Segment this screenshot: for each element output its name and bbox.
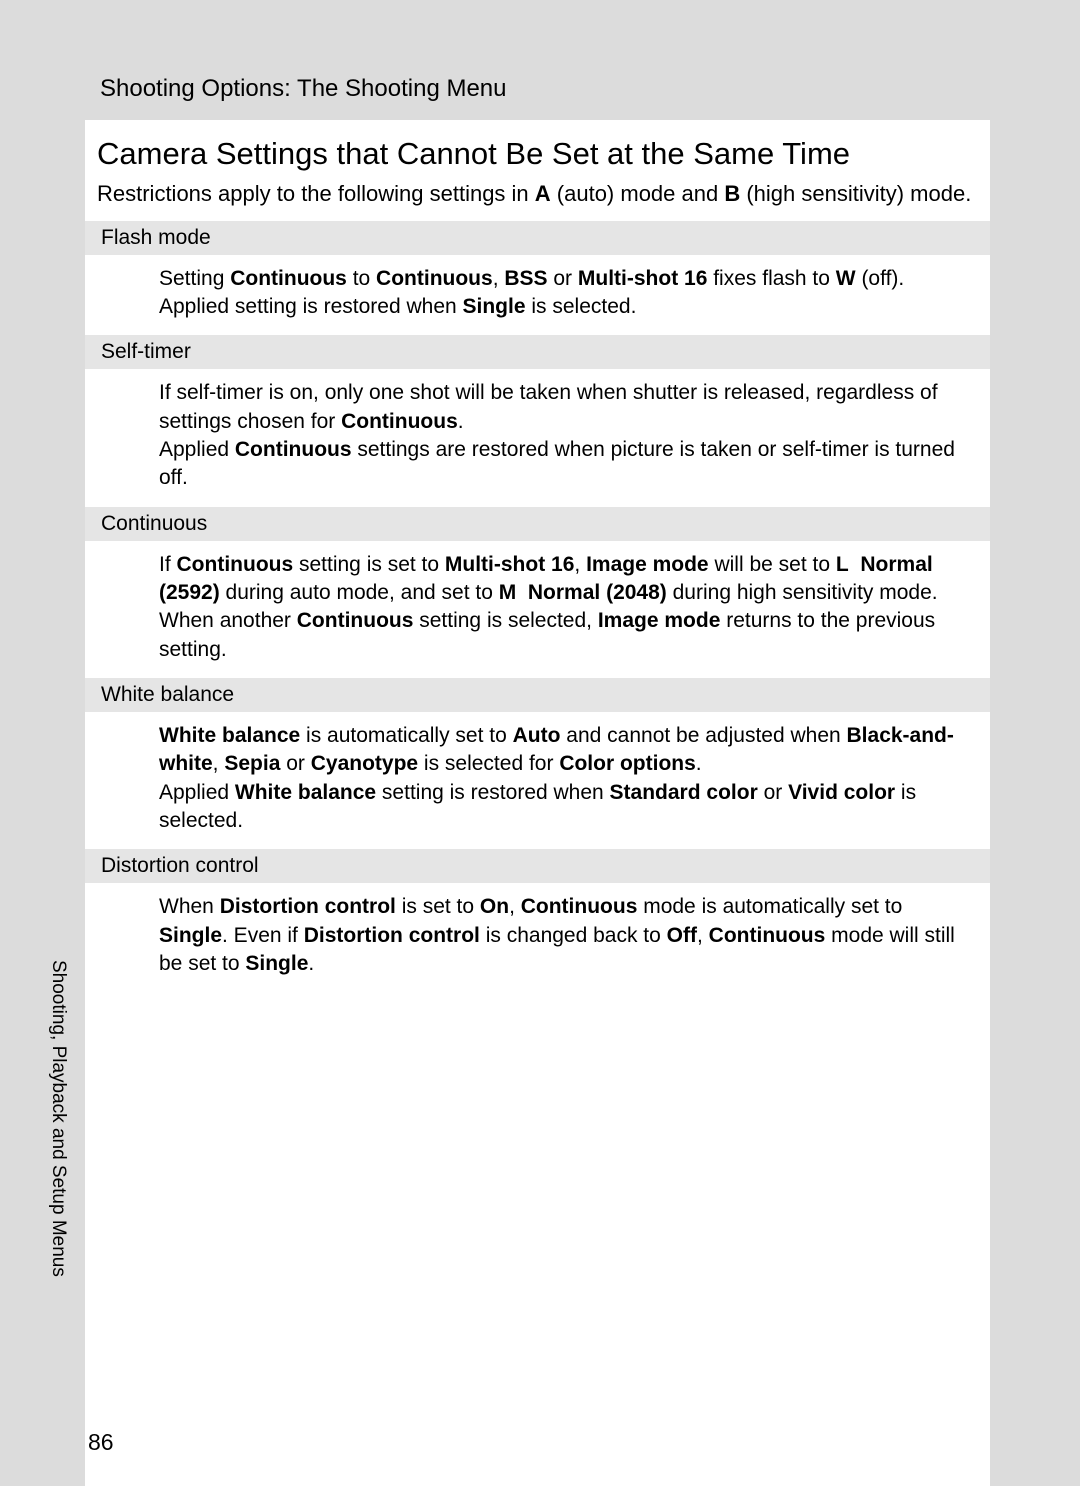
section-head: Self-timer — [85, 335, 990, 369]
intro-text: Restrictions apply to the following sett… — [97, 180, 978, 209]
section-head: Distortion control — [85, 849, 990, 883]
page-title: Camera Settings that Cannot Be Set at th… — [97, 136, 990, 172]
section-head: White balance — [85, 678, 990, 712]
section-body: White balance is automatically set to Au… — [85, 712, 990, 849]
intro-p1: Restrictions apply to the following sett… — [97, 181, 535, 206]
page-content: Camera Settings that Cannot Be Set at th… — [85, 120, 990, 1032]
intro-p2: (auto) mode and — [551, 181, 725, 206]
page-number: 86 — [88, 1429, 114, 1456]
section-body: When Distortion control is set to On, Co… — [85, 883, 990, 992]
section-head: Continuous — [85, 507, 990, 541]
section-body: If self-timer is on, only one shot will … — [85, 369, 990, 506]
section-head: Flash mode — [85, 221, 990, 255]
intro-b1: A — [535, 181, 551, 206]
header-text: Shooting Options: The Shooting Menu — [100, 75, 507, 103]
intro-b2: B — [724, 181, 740, 206]
side-label: Shooting, Playback and Setup Menus — [47, 960, 69, 1277]
intro-p3: (high sensitivity) mode. — [740, 181, 971, 206]
section-body: Setting Continuous to Continuous, BSS or… — [85, 255, 990, 336]
sections-container: Flash modeSetting Continuous to Continuo… — [85, 221, 990, 993]
section-body: If Continuous setting is set to Multi-sh… — [85, 541, 990, 678]
